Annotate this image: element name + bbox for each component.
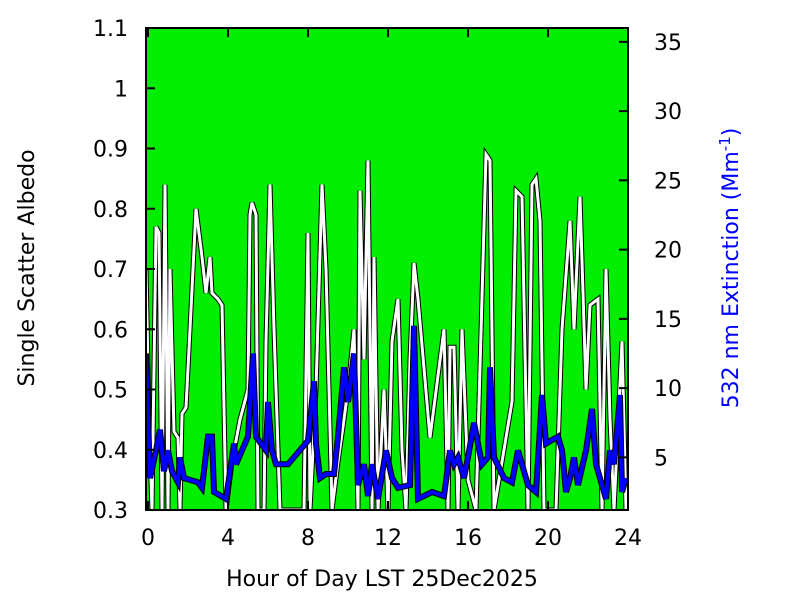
y-tick-label: 1 <box>114 77 128 102</box>
y-tick-label: 0.8 <box>93 198 128 223</box>
y2-axis-label-sup: -1 <box>716 136 734 151</box>
x-tick-label: 24 <box>614 526 642 551</box>
y-tick-label: 0.9 <box>93 138 128 163</box>
y2-tick-label: 20 <box>654 239 682 264</box>
y-tick-label: 1.1 <box>93 17 128 42</box>
y2-tick-label: 35 <box>654 31 682 56</box>
y2-tick-label: 10 <box>654 377 682 402</box>
x-tick-label: 8 <box>301 526 315 551</box>
series-extinction-line <box>146 325 628 503</box>
series-layer <box>146 146 628 510</box>
x-axis-label: Hour of Day LST 25Dec2025 <box>226 567 538 592</box>
y-axis-label: Single Scatter Albedo <box>15 149 40 386</box>
x-tick-label: 12 <box>374 526 402 551</box>
y2-axis-label-end: ) <box>719 128 744 137</box>
x-tick-label: 20 <box>534 526 562 551</box>
y-tick-label: 0.6 <box>93 318 128 343</box>
y2-tick-label: 5 <box>654 446 668 471</box>
y-tick-label: 0.5 <box>93 379 128 404</box>
ticks-layer: 0 4 8 12 16 20 24 0.3 0.4 0.5 0.6 0.7 0.8 0.9 1 1.1 5 10 1… <box>93 17 682 551</box>
x-tick-label: 4 <box>221 526 235 551</box>
y-tick-label: 0.3 <box>93 499 128 524</box>
y2-axis-label: 532 nm Extinction (Mm-1) <box>716 128 744 409</box>
y-tick-label: 0.4 <box>93 439 128 464</box>
y-tick-label: 0.7 <box>93 258 128 283</box>
y2-tick-label: 25 <box>654 169 682 194</box>
x-tick-label: 0 <box>141 526 155 551</box>
y2-tick-label: 30 <box>654 100 682 125</box>
y2-tick-label: 15 <box>654 308 682 333</box>
y2-axis-label-main: 532 nm Extinction (Mm <box>719 151 744 408</box>
series-ssa-line <box>146 149 628 510</box>
x-tick-label: 16 <box>454 526 482 551</box>
